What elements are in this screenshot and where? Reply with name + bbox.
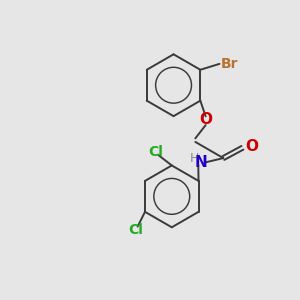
Text: O: O bbox=[199, 112, 212, 127]
Text: N: N bbox=[195, 155, 208, 170]
Text: Br: Br bbox=[221, 57, 238, 71]
Text: O: O bbox=[245, 139, 258, 154]
Text: Cl: Cl bbox=[129, 223, 144, 236]
Text: H: H bbox=[190, 152, 199, 166]
Text: Cl: Cl bbox=[148, 145, 163, 159]
